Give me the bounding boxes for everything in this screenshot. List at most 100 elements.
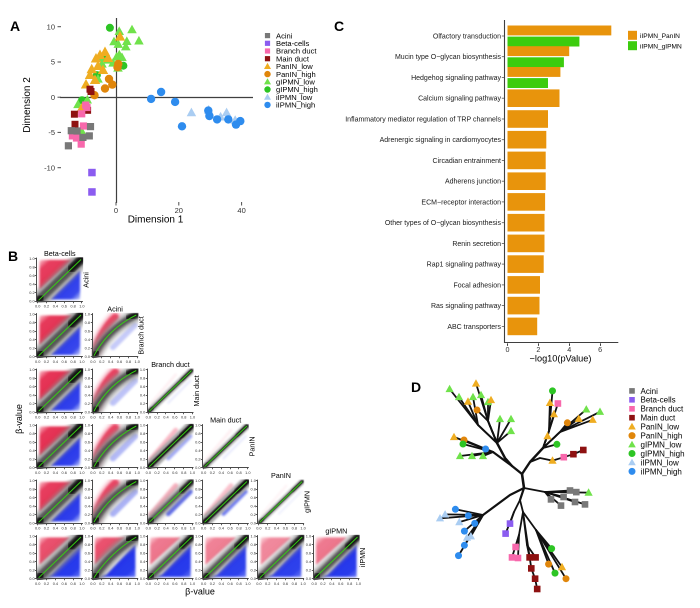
svg-text:Branch duct: Branch duct [641, 405, 684, 414]
svg-text:0.0: 0.0 [85, 576, 91, 581]
svg-text:gIPMN: gIPMN [325, 527, 347, 536]
svg-text:0.8: 0.8 [195, 431, 200, 436]
svg-text:0.8: 0.8 [29, 431, 34, 436]
svg-text:0.6: 0.6 [306, 551, 311, 556]
svg-text:0.6: 0.6 [172, 581, 177, 586]
svg-text:Branch duct: Branch duct [137, 316, 146, 354]
svg-text:0.4: 0.4 [29, 282, 35, 287]
svg-text:0.0: 0.0 [195, 521, 201, 526]
svg-text:0.2: 0.2 [195, 457, 200, 462]
svg-text:1.0: 1.0 [79, 359, 85, 364]
svg-text:0.8: 0.8 [29, 542, 34, 547]
svg-text:0.0: 0.0 [195, 465, 201, 470]
svg-text:0.0: 0.0 [140, 521, 146, 526]
svg-text:0.0: 0.0 [85, 410, 91, 415]
svg-text:20: 20 [175, 206, 183, 215]
svg-text:0.0: 0.0 [90, 414, 96, 419]
svg-text:0.8: 0.8 [347, 581, 352, 586]
svg-text:0.4: 0.4 [85, 393, 91, 398]
svg-text:Acini: Acini [276, 31, 293, 40]
svg-text:0.2: 0.2 [140, 568, 145, 573]
svg-text:0.2: 0.2 [154, 581, 159, 586]
svg-text:0.2: 0.2 [44, 470, 49, 475]
svg-text:Hedgehog signaling pathway: Hedgehog signaling pathway [411, 75, 501, 82]
svg-text:0.4: 0.4 [195, 504, 201, 509]
svg-text:0.0: 0.0 [250, 521, 256, 526]
svg-text:1.0: 1.0 [356, 581, 362, 586]
svg-text:0.6: 0.6 [61, 525, 66, 530]
svg-text:1.0: 1.0 [134, 525, 140, 530]
svg-text:1.0: 1.0 [250, 478, 256, 483]
svg-text:0.6: 0.6 [29, 273, 34, 278]
svg-text:0.0: 0.0 [35, 414, 41, 419]
svg-text:0.0: 0.0 [35, 303, 41, 308]
svg-text:β-value: β-value [185, 587, 215, 597]
svg-text:0.6: 0.6 [85, 551, 90, 556]
svg-text:0.0: 0.0 [201, 581, 207, 586]
svg-text:PanIN_low: PanIN_low [276, 62, 313, 71]
svg-text:B: B [8, 248, 18, 264]
svg-text:0.8: 0.8 [29, 265, 34, 270]
svg-text:0.4: 0.4 [53, 581, 59, 586]
svg-text:0.2: 0.2 [265, 525, 270, 530]
svg-text:gIPMN_high: gIPMN_high [276, 85, 318, 94]
svg-text:PanIN_high: PanIN_high [276, 70, 316, 79]
svg-text:1.0: 1.0 [29, 256, 35, 261]
svg-text:0.0: 0.0 [146, 581, 152, 586]
svg-text:0.6: 0.6 [172, 414, 177, 419]
svg-text:0.8: 0.8 [70, 470, 75, 475]
svg-text:1.0: 1.0 [190, 581, 196, 586]
svg-text:iIPMN_PanIN: iIPMN_PanIN [640, 33, 680, 40]
svg-text:0.0: 0.0 [146, 525, 152, 530]
svg-text:0.4: 0.4 [29, 559, 35, 564]
svg-text:0.0: 0.0 [140, 410, 146, 415]
svg-text:0.4: 0.4 [29, 393, 35, 398]
svg-text:Acini: Acini [641, 387, 659, 396]
svg-text:1.0: 1.0 [85, 367, 91, 372]
svg-text:0.4: 0.4 [108, 414, 114, 419]
svg-text:gIPMN_high: gIPMN_high [641, 449, 685, 458]
svg-text:0.6: 0.6 [227, 581, 232, 586]
svg-text:0.4: 0.4 [219, 581, 225, 586]
svg-text:0.8: 0.8 [306, 542, 311, 547]
svg-text:0.2: 0.2 [44, 359, 49, 364]
svg-text:0.0: 0.0 [256, 525, 262, 530]
svg-text:Mucin type O−glycan biosynthes: Mucin type O−glycan biosynthesis [395, 54, 502, 61]
svg-text:0.6: 0.6 [227, 470, 232, 475]
svg-text:0.8: 0.8 [126, 470, 131, 475]
svg-text:0.4: 0.4 [29, 337, 35, 342]
svg-text:0.0: 0.0 [306, 576, 312, 581]
svg-text:1.0: 1.0 [195, 423, 201, 428]
svg-text:0.2: 0.2 [210, 470, 215, 475]
svg-text:0.2: 0.2 [140, 401, 145, 406]
svg-text:0.8: 0.8 [140, 376, 145, 381]
svg-text:0.2: 0.2 [320, 581, 325, 586]
svg-text:Adherens junction: Adherens junction [445, 179, 501, 186]
svg-text:0.4: 0.4 [195, 448, 201, 453]
svg-text:1.0: 1.0 [245, 470, 251, 475]
svg-text:0.6: 0.6 [85, 495, 90, 500]
svg-text:40: 40 [237, 206, 245, 215]
svg-text:A: A [10, 18, 20, 34]
svg-text:Ras signaling pathway: Ras signaling pathway [431, 303, 502, 310]
svg-text:0.6: 0.6 [61, 581, 66, 586]
svg-text:0.4: 0.4 [306, 559, 312, 564]
svg-text:Calcium signaling pathway: Calcium signaling pathway [418, 96, 501, 103]
svg-text:0.8: 0.8 [292, 525, 297, 530]
svg-text:0.8: 0.8 [70, 414, 75, 419]
svg-text:0.0: 0.0 [140, 576, 146, 581]
svg-text:0.0: 0.0 [146, 470, 152, 475]
svg-text:0.8: 0.8 [195, 487, 200, 492]
svg-text:0.0: 0.0 [90, 359, 96, 364]
svg-text:1.0: 1.0 [306, 534, 312, 539]
svg-text:0.6: 0.6 [117, 581, 122, 586]
svg-text:0.4: 0.4 [108, 525, 114, 530]
svg-text:0.6: 0.6 [29, 329, 34, 334]
svg-text:iIPMN_low: iIPMN_low [276, 93, 313, 102]
svg-text:Main duct: Main duct [276, 54, 310, 63]
svg-text:0.0: 0.0 [90, 525, 96, 530]
svg-text:0.6: 0.6 [29, 495, 34, 500]
svg-text:0.2: 0.2 [265, 581, 270, 586]
svg-text:0.0: 0.0 [140, 465, 146, 470]
svg-text:gIPMN_low: gIPMN_low [276, 78, 315, 87]
